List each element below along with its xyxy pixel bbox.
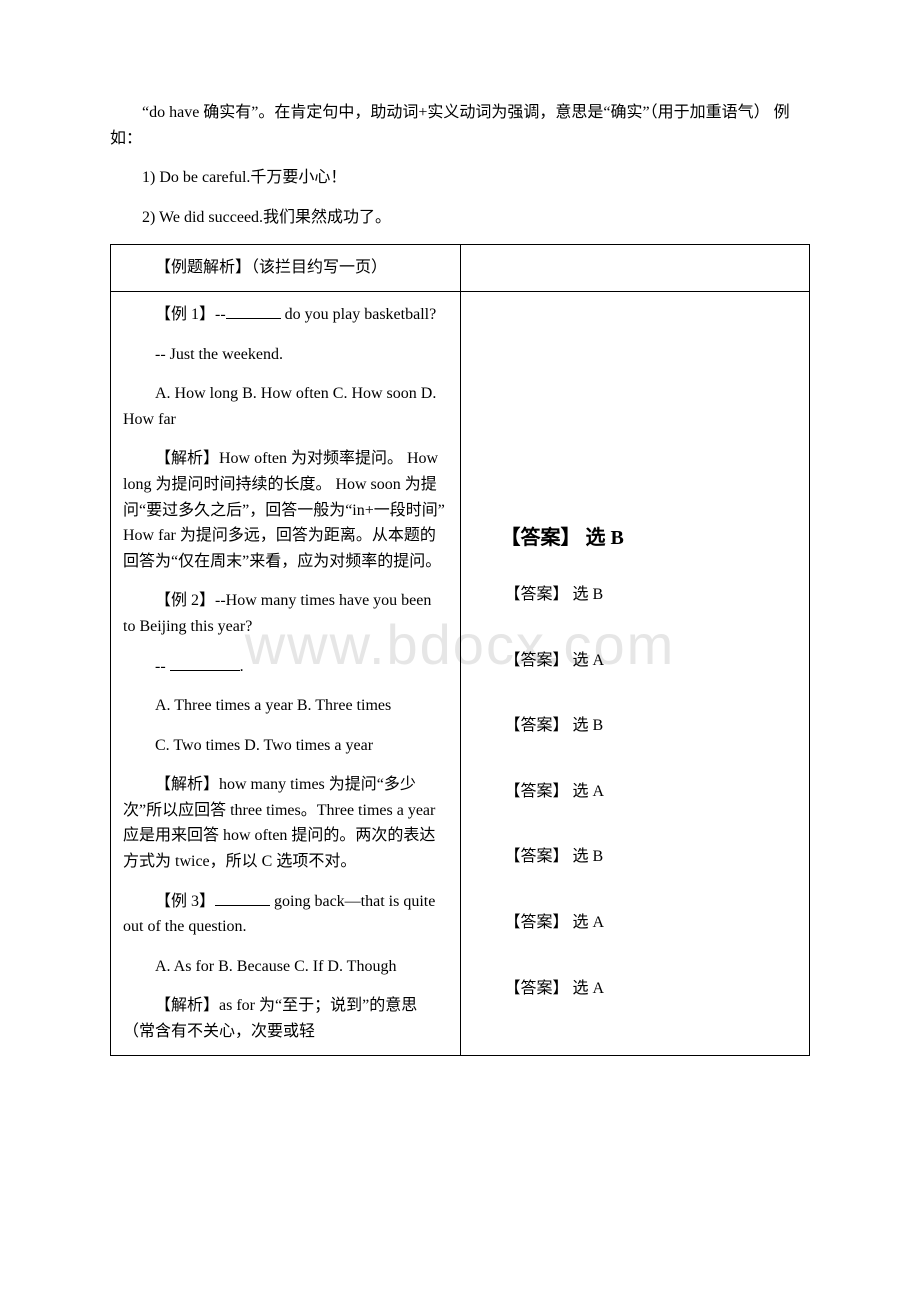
ex3-q-prefix: 【例 3】 [155,893,215,910]
table-body-row: 【例 1】-- do you play basketball? -- Just … [111,291,810,1055]
ex3-blank [215,890,270,906]
ex2-question-line1: 【例 2】--How many times have you been to B… [123,588,448,639]
ex2-blank [170,655,240,671]
ex2-q2-suffix: . [240,658,244,675]
answer-6: 【答案】 选 B [473,844,798,870]
answer-1: 【答案】 选 B [473,522,798,554]
ex1-q1-prefix: 【例 1】-- [155,306,226,323]
answer-7: 【答案】 选 A [473,910,798,936]
ex1-question-line2: -- Just the weekend. [123,342,448,368]
ex1-options: A. How long B. How often C. How soon D. … [123,381,448,432]
ex3-options: A. As for B. Because C. If D. Though [123,954,448,980]
answer-4: 【答案】 选 B [473,713,798,739]
examples-cell: 【例 1】-- do you play basketball? -- Just … [111,291,461,1055]
answers-inner: 【答案】 选 B 【答案】 选 B 【答案】 选 A 【答案】 选 B 【答案】… [473,302,798,1001]
ex3-question: 【例 3】 going back—that is quite out of th… [123,889,448,940]
ex1-question-line1: 【例 1】-- do you play basketball? [123,302,448,328]
intro-paragraph-1: “do have 确实有”。在肯定句中，助动词+实义动词为强调，意思是“确实”（… [110,100,810,151]
ex1-explanation: 【解析】How often 为对频率提问。 How long 为提问时间持续的长… [123,446,448,574]
section-header: 【例题解析】（该拦目约写一页） [123,255,448,281]
ex2-options-2: C. Two times D. Two times a year [123,733,448,759]
answer-3: 【答案】 选 A [473,648,798,674]
answer-8: 【答案】 选 A [473,976,798,1002]
answers-cell: 【答案】 选 B 【答案】 选 B 【答案】 选 A 【答案】 选 B 【答案】… [460,291,810,1055]
page-content: “do have 确实有”。在肯定句中，助动词+实义动词为强调，意思是“确实”（… [110,100,810,1056]
ex2-explanation: 【解析】how many times 为提问“多少次”所以应回答 three t… [123,772,448,874]
ex1-blank [226,303,281,319]
answer-2: 【答案】 选 B [473,582,798,608]
ex1-q1-suffix: do you play basketball? [281,306,437,323]
ex2-question-line2: -- . [123,654,448,680]
example-table: 【例题解析】（该拦目约写一页） 【例 1】-- do you play bask… [110,244,810,1055]
table-header-left: 【例题解析】（该拦目约写一页） [111,245,461,292]
intro-example-2: 2) We did succeed.我们果然成功了。 [110,205,810,231]
ex2-q2-prefix: -- [155,658,170,675]
answer-5: 【答案】 选 A [473,779,798,805]
ex2-options-1: A. Three times a year B. Three times [123,693,448,719]
ex3-explanation: 【解析】as for 为“至于；说到”的意思（常含有不关心，次要或轻 [123,993,448,1044]
intro-example-1: 1) Do be careful.千万要小心！ [110,165,810,191]
table-header-row: 【例题解析】（该拦目约写一页） [111,245,810,292]
table-header-right [460,245,810,292]
